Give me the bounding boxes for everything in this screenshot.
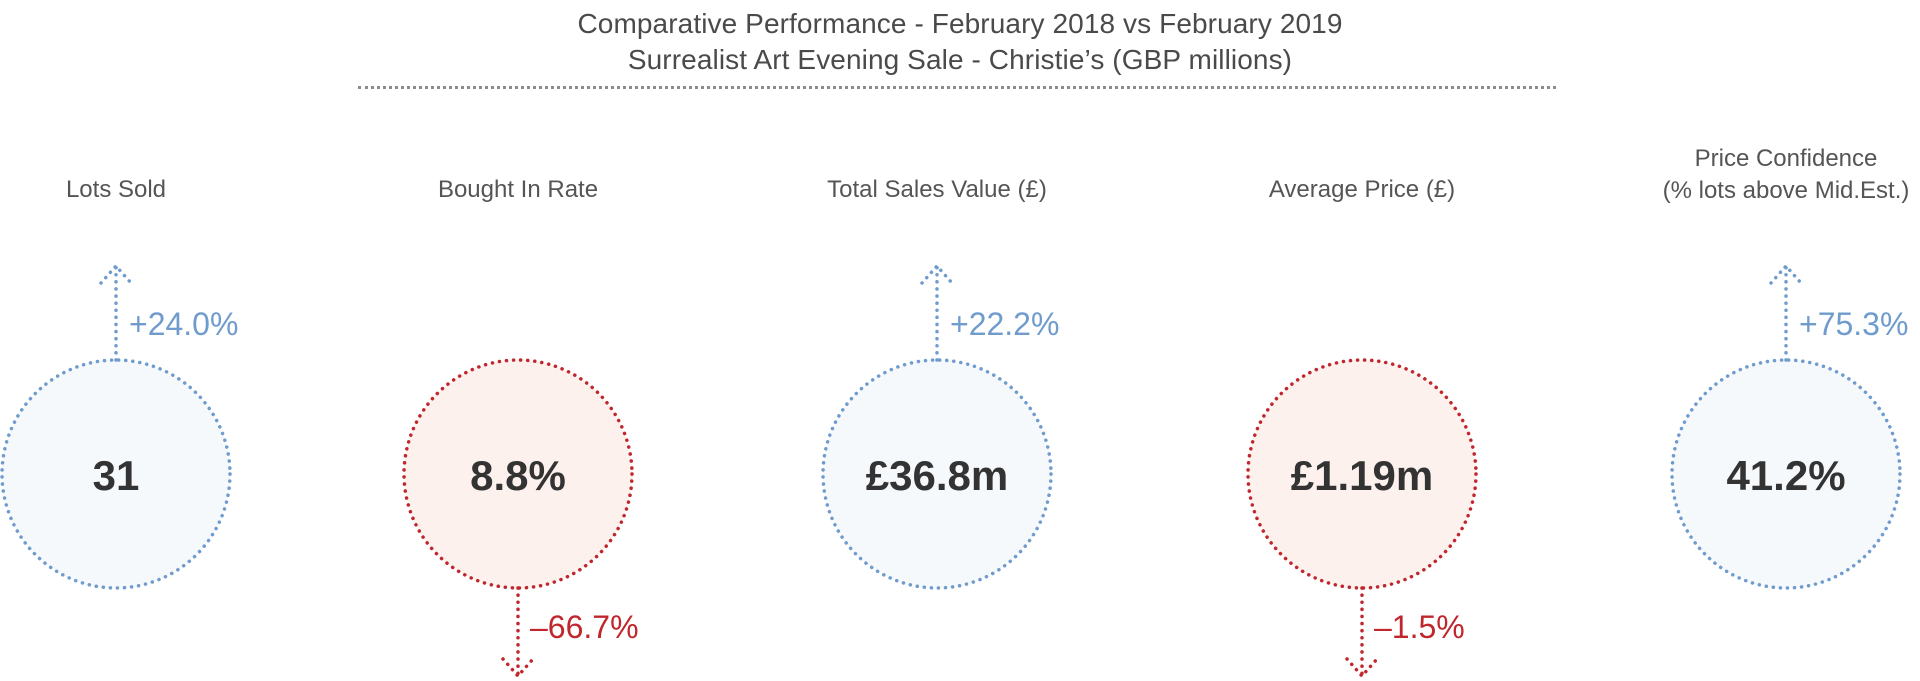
metric-value: 41.2% [1726,452,1845,499]
metric-circle [1670,358,1902,590]
chart-title-line-2: Surrealist Art Evening Sale - Christie’s… [627,44,1293,75]
down-arrow-head [1345,657,1379,679]
metric-label: Bought In Rate [438,176,598,203]
up-arrow-head [1769,263,1803,285]
change-label: +22.2% [950,306,1059,342]
chart-title: Comparative Performance - February 2018 … [0,6,1920,78]
metric-circle [821,358,1053,590]
metric-value: 31 [93,452,140,499]
chart-title-line-1: Comparative Performance - February 2018 … [577,8,1343,39]
metric-value: £1.19m [1291,452,1433,499]
change-label: –66.7% [530,609,639,645]
metric-label: Lots Sold [66,176,166,203]
change-label: +75.3% [1799,306,1908,342]
metric-value: £36.8m [866,452,1008,499]
up-arrow-head [99,263,133,285]
metric-label: Total Sales Value (£) [827,176,1047,203]
down-arrow-head [501,657,535,679]
change-label: –1.5% [1374,609,1465,645]
metric-value: 8.8% [470,452,566,499]
metric-label: Price Confidence [1695,145,1878,172]
title-divider [358,86,1556,89]
metric-label: (% lots above Mid.Est.) [1663,177,1910,204]
up-arrow-head [920,263,954,285]
metric-label: Average Price (£) [1269,176,1455,203]
change-label: +24.0% [129,306,238,342]
metric-circle [0,358,232,590]
